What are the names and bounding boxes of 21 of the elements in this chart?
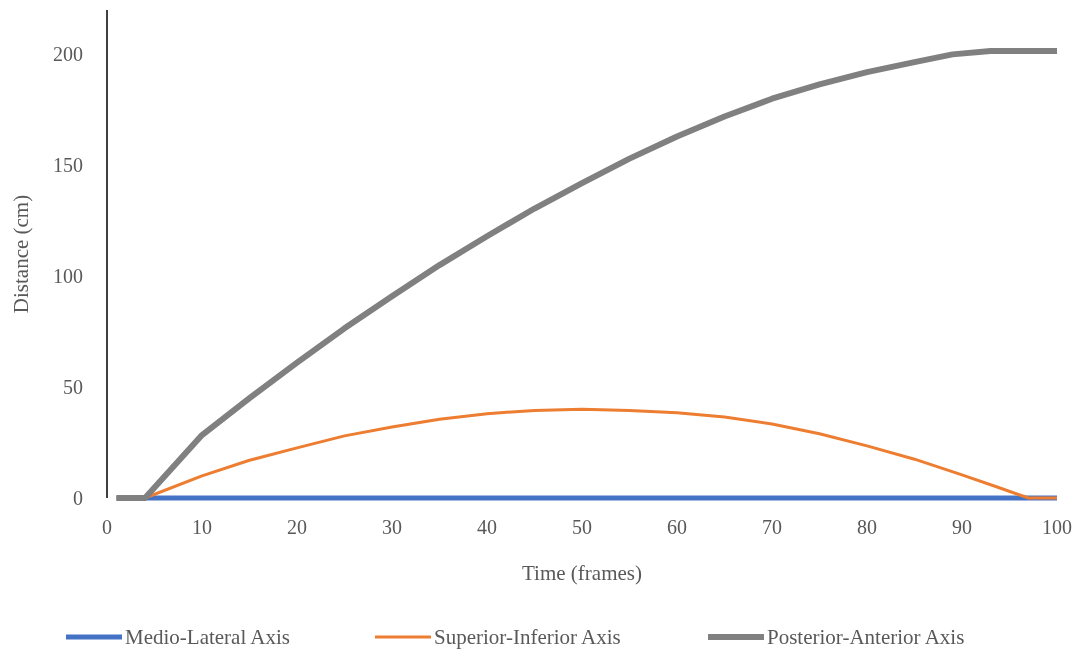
y-tick-label: 0: [73, 487, 83, 509]
y-tick-label: 100: [53, 265, 83, 288]
x-tick-label: 70: [762, 516, 782, 538]
legend-label: Posterior-Anterior Axis: [767, 625, 965, 650]
y-axis-title: Distance (cm): [9, 194, 33, 314]
x-tick-label: 100: [1042, 516, 1072, 538]
legend-label: Medio-Lateral Axis: [125, 625, 291, 650]
x-tick-label: 40: [477, 516, 497, 538]
x-tick-label: 20: [287, 516, 307, 538]
x-tick-label: 80: [857, 516, 877, 538]
y-tick-label: 150: [53, 154, 83, 177]
x-tick-label: 30: [382, 516, 402, 538]
x-tick-label: 50: [572, 516, 592, 538]
legend-label: Superior-Inferior Axis: [434, 625, 621, 650]
x-tick-label: 10: [192, 516, 212, 538]
x-tick-label: 90: [952, 516, 972, 538]
x-axis-title: Time (frames): [522, 561, 642, 585]
y-tick-label: 200: [53, 43, 83, 66]
y-tick-label: 50: [63, 376, 83, 399]
x-tick-label: 60: [667, 516, 687, 538]
x-tick-label: 0: [102, 516, 112, 538]
